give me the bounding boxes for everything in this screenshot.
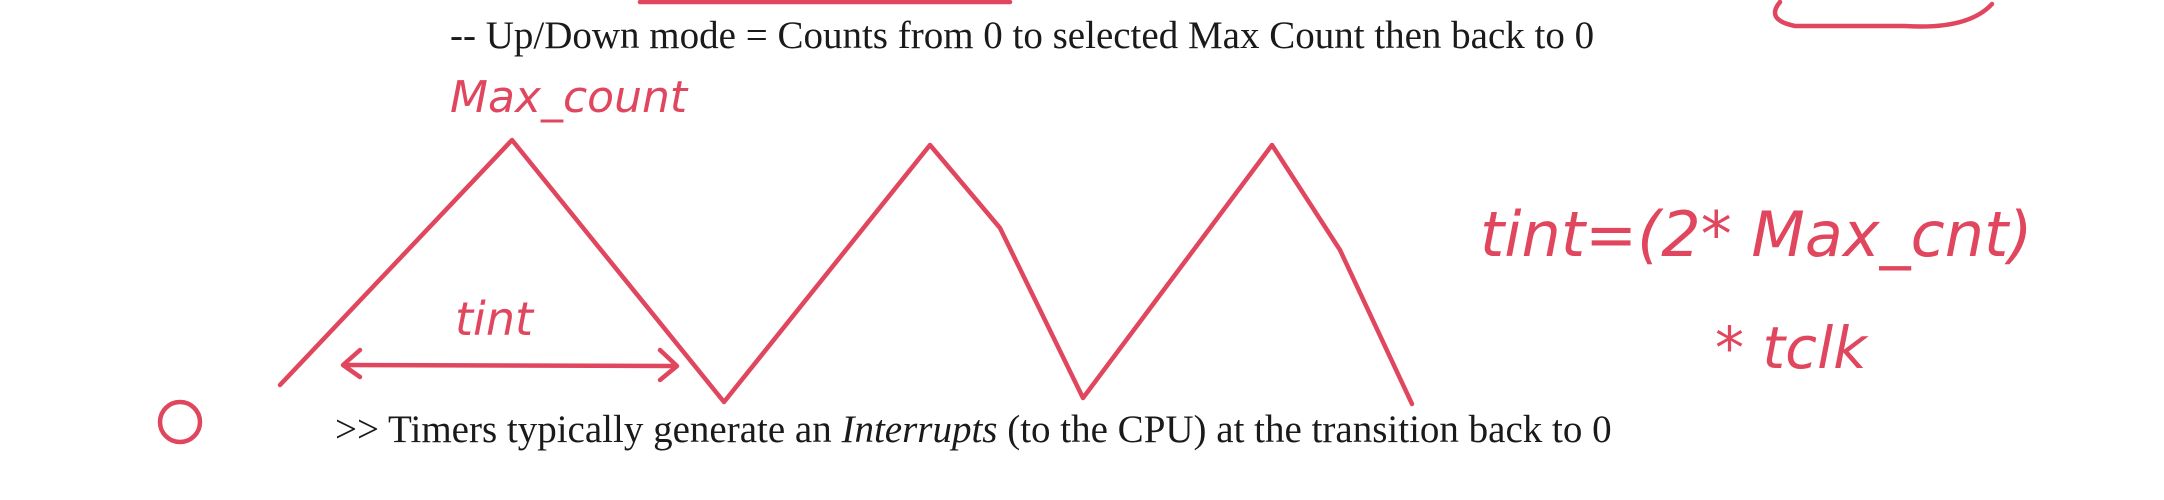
tint-formula-line1: tint=(2* Max_cnt) [1480, 198, 2033, 271]
tint-period-arrow [342, 362, 678, 369]
max-count-label: Max_count [450, 72, 689, 123]
tint-arrow-head-left [340, 347, 363, 380]
interrupts-note-emphasis: Interrupts [841, 408, 998, 451]
interrupts-note-prefix: >> Timers typically generate an [335, 408, 842, 451]
interrupts-note: >> Timers typically generate an Interrup… [335, 410, 1612, 449]
tint-arrow-head-right [657, 347, 680, 383]
top-ink-fragment-right [1772, 0, 1995, 29]
updown-mode-note: -- Up/Down mode = Counts from 0 to selec… [450, 14, 1595, 57]
up-down-count-waveform [277, 137, 1415, 407]
interrupts-note-suffix: (to the CPU) at the transition back to 0 [997, 408, 1612, 451]
tint-formula-line2: * tclk [1715, 314, 1869, 382]
tint-label: tint [455, 292, 535, 346]
bullet-circle [157, 399, 203, 445]
